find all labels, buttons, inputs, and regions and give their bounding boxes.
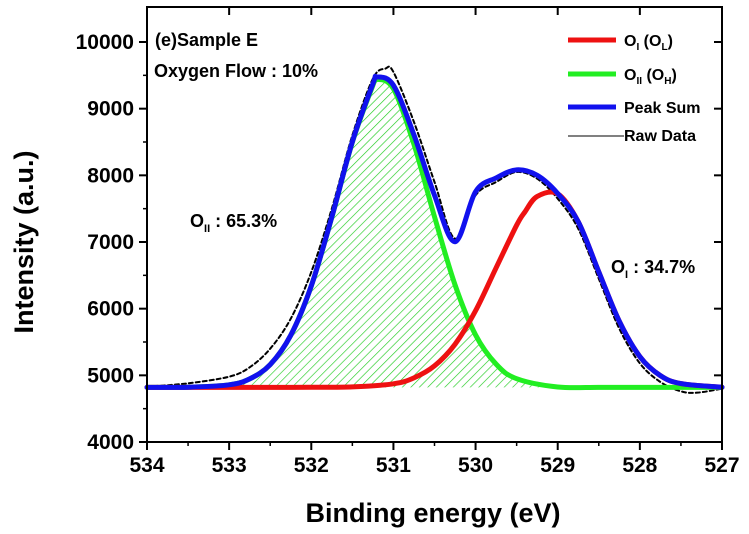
legend-label-raw-data: Raw Data [624,128,696,145]
x-tick-label: 534 [129,454,164,477]
y-tick-label: 4000 [87,431,134,454]
oii-hatched-area [147,78,722,388]
x-tick-label: 533 [212,454,247,477]
y-tick-label: 5000 [87,364,134,387]
axis-layer: 534 533 532 531 530 529 528 527 4000 5000 6000 7000… [76,7,740,477]
x-tick-label: 529 [540,454,575,477]
legend-label-peak-sum: Peak Sum [624,100,700,117]
y-tick-label: 9000 [87,98,134,121]
x-axis-title: Binding energy (eV) [305,498,560,528]
y-tick-label: 8000 [87,164,134,187]
oxygen-flow-annotation: Oxygen Flow : 10% [154,61,318,81]
x-tick-label: 527 [704,454,739,477]
y-tick-label: 7000 [87,231,134,254]
oii-percentage-annotation: OII : 65.3% [190,211,277,235]
series-raw-data [146,65,723,394]
x-tick-label: 528 [622,454,657,477]
x-tick-label: 532 [294,454,329,477]
oi-percentage-annotation: OI : 34.7% [611,257,695,281]
sample-annotation: (e)Sample E [155,30,258,50]
y-tick-label: 6000 [87,298,134,321]
series-peak-sum [144,73,725,390]
y-axis-title: Intensity (a.u.) [9,150,39,333]
legend-label-oi: OI (OL) [624,33,673,53]
y-tick-label: 10000 [76,31,134,54]
series-layer [144,65,725,394]
legend: OI (OL) OII (OH) Peak Sum Raw Data [568,33,700,145]
x-tick-label: 530 [458,454,493,477]
x-tick-label: 531 [376,454,411,477]
legend-label-oii: OII (OH) [624,67,677,87]
